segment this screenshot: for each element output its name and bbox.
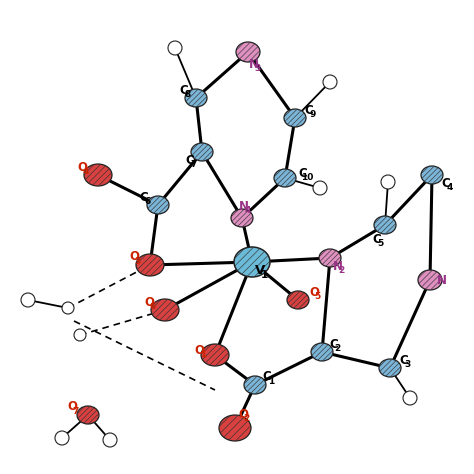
Ellipse shape [374,216,396,234]
Text: C: C [180,83,188,97]
Text: O: O [194,344,204,356]
Ellipse shape [147,196,169,214]
Text: 6: 6 [150,302,156,311]
Ellipse shape [287,291,309,309]
Ellipse shape [219,415,251,441]
Text: 2: 2 [244,414,250,423]
Circle shape [168,41,182,55]
Text: O: O [309,285,319,299]
Text: 4: 4 [447,183,453,192]
Text: 2: 2 [339,266,345,275]
Ellipse shape [77,406,99,424]
Ellipse shape [274,169,296,187]
Circle shape [381,175,395,189]
Text: C: C [442,176,450,190]
Text: C: C [373,233,382,246]
Text: O: O [144,295,154,309]
Text: 3: 3 [135,257,141,266]
Text: 1: 1 [200,350,206,359]
Text: 6: 6 [145,197,151,206]
Ellipse shape [191,143,213,161]
Ellipse shape [284,109,306,127]
Text: C: C [299,166,307,180]
Text: N: N [437,273,447,286]
Text: 5: 5 [378,239,384,248]
Text: 10: 10 [301,173,313,182]
Ellipse shape [421,166,443,184]
Circle shape [21,293,35,307]
Text: O: O [67,401,77,413]
Text: O: O [238,408,248,420]
Ellipse shape [151,299,179,321]
Text: 1: 1 [261,270,268,280]
Ellipse shape [136,254,164,276]
Ellipse shape [311,343,333,361]
Ellipse shape [234,247,270,277]
Circle shape [103,433,117,447]
Text: O: O [77,161,87,173]
Text: N: N [249,57,259,71]
Text: C: C [140,191,148,203]
Text: 3: 3 [255,64,261,73]
Ellipse shape [319,249,341,267]
Text: 7: 7 [73,407,79,416]
Ellipse shape [201,344,229,366]
Text: 1: 1 [268,377,274,386]
Ellipse shape [84,164,112,186]
Text: 7: 7 [191,160,197,169]
Circle shape [62,302,74,314]
Text: C: C [400,354,409,366]
Circle shape [403,391,417,405]
Text: 4: 4 [82,167,89,176]
Text: N: N [333,259,343,273]
Text: C: C [263,371,272,383]
Ellipse shape [185,89,207,107]
Ellipse shape [379,359,401,377]
Ellipse shape [231,209,253,227]
Text: 2: 2 [335,344,341,353]
Text: O: O [129,250,139,264]
Circle shape [313,181,327,195]
Circle shape [323,75,337,89]
Circle shape [74,329,86,341]
Text: C: C [186,154,194,166]
Text: 3: 3 [405,360,411,369]
Text: V: V [255,264,265,276]
Circle shape [55,431,69,445]
Ellipse shape [418,270,442,290]
Ellipse shape [244,376,266,394]
Text: N: N [239,200,249,212]
Text: 5: 5 [315,292,321,301]
Ellipse shape [236,42,260,62]
Text: 9: 9 [310,110,316,119]
Text: C: C [305,103,313,117]
Text: 8: 8 [185,90,191,99]
Text: C: C [329,337,338,350]
Text: 4: 4 [245,206,251,215]
